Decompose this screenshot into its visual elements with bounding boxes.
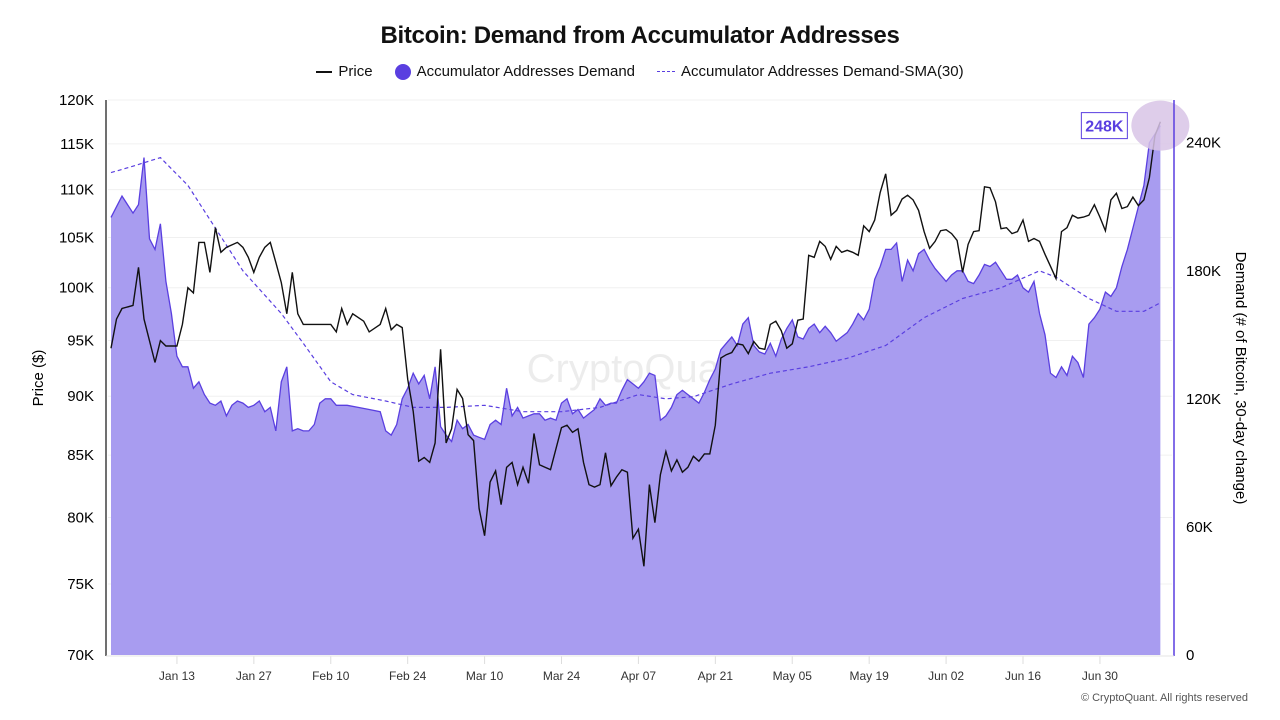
chart-title: Bitcoin: Demand from Accumulator Address… [380, 22, 900, 49]
x-tick-label: Jun 30 [1082, 669, 1118, 683]
y-right-tick-label: 240K [1186, 135, 1221, 152]
legend: Price Accumulator Addresses Demand Accum… [0, 63, 1280, 80]
y-left-tick-label: 90K [67, 388, 94, 405]
x-tick-label: Jun 16 [1005, 669, 1041, 683]
demand-area [111, 125, 1161, 656]
y-right-axis-title: Demand (# of Bitcoin, 30-day change) [1232, 252, 1249, 505]
y-right-tick-label: 0 [1186, 647, 1194, 664]
y-left-tick-label: 115K [60, 136, 94, 153]
x-tick-label: Jan 27 [236, 669, 272, 683]
legend-item-price[interactable]: Price [316, 63, 373, 80]
line-swatch-icon [316, 70, 333, 73]
y-left-tick-label: 85K [67, 447, 94, 464]
y-left-tick-label: 120K [59, 92, 94, 109]
y-right-tick-label: 60K [1186, 519, 1213, 536]
x-tick-label: Feb 24 [389, 669, 427, 683]
legend-item-demand[interactable]: Accumulator Addresses Demand [394, 63, 635, 80]
annotation-label: 248K [1085, 119, 1124, 136]
y-left-tick-label: 75K [67, 576, 94, 593]
y-left-tick-label: 100K [59, 280, 94, 297]
dashed-line-swatch-icon [657, 71, 675, 72]
x-tick-label: Jan 13 [159, 669, 195, 683]
y-left-tick-label: 70K [67, 647, 94, 664]
price-line [110, 121, 1162, 567]
legend-label: Accumulator Addresses Demand-SMA(30) [681, 63, 964, 80]
annotation-box [1080, 112, 1128, 140]
legend-label: Accumulator Addresses Demand [416, 63, 635, 80]
copyright: © CryptoQuant. All rights reserved [1080, 692, 1248, 704]
y-left-axis-title: Price ($) [30, 350, 47, 407]
highlight-circle [1131, 100, 1190, 151]
legend-item-sma[interactable]: Accumulator Addresses Demand-SMA(30) [657, 63, 964, 80]
y-right-tick-label: 120K [1186, 391, 1221, 408]
x-tick-label: Mar 24 [543, 669, 581, 683]
x-tick-label: May 05 [773, 669, 813, 683]
x-tick-label: Feb 10 [312, 669, 350, 683]
y-left-tick-label: 80K [67, 510, 94, 527]
y-left-tick-label: 95K [67, 333, 94, 350]
circle-swatch-icon [394, 63, 411, 80]
y-right-tick-label: 180K [1186, 263, 1221, 280]
x-tick-label: Mar 10 [466, 669, 504, 683]
demand-line [110, 125, 1161, 443]
x-tick-label: Apr 21 [698, 669, 734, 683]
y-left-tick-label: 110K [60, 182, 94, 199]
x-tick-label: Apr 07 [621, 669, 657, 683]
legend-label: Price [338, 63, 373, 80]
y-left-tick-label: 105K [59, 229, 94, 246]
x-tick-label: May 19 [849, 669, 889, 683]
x-tick-label: Jun 02 [928, 669, 964, 683]
